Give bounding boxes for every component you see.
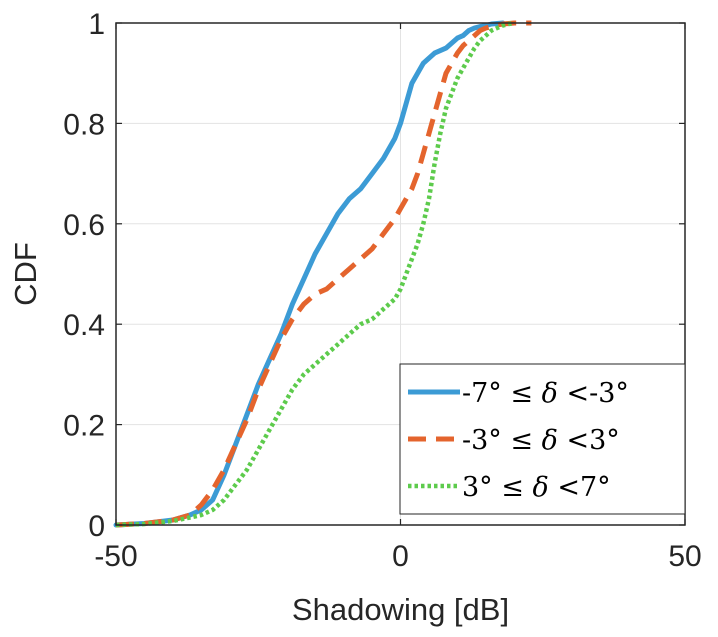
legend-label-2-sym: δ	[542, 425, 558, 456]
series-line-3	[115, 20, 515, 528]
legend-label-1-sym: δ	[542, 378, 558, 409]
series-line-2	[115, 20, 532, 528]
legend-label-3-op: <	[557, 472, 580, 503]
legend-label-1-op: <	[566, 378, 589, 409]
y-tick-label: 0.4	[63, 309, 105, 342]
legend: -7° ≤ δ <-3°-3° ≤ δ <3°3° ≤ δ <7°	[399, 363, 686, 515]
legend-label-1-rel: ≤	[510, 378, 533, 409]
legend-label-2-op: <	[566, 425, 589, 456]
legend-label-1-a: -7°	[462, 378, 502, 409]
legend-label-2-a: -3°	[462, 425, 502, 456]
legend-items: -7° ≤ δ <-3°-3° ≤ δ <3°3° ≤ δ <7°	[408, 378, 629, 503]
legend-label-1: -7° ≤ δ <-3°	[462, 378, 629, 409]
x-tick-label: 50	[668, 540, 701, 573]
legend-label-3-rel: ≤	[501, 472, 524, 503]
legend-label-2: -3° ≤ δ <3°	[462, 425, 620, 456]
y-axis-label: CDF	[8, 242, 43, 306]
y-tick-label: 0	[88, 510, 105, 543]
legend-label-2-rel: ≤	[510, 425, 533, 456]
legend-label-3-a: 3°	[462, 472, 493, 503]
x-tick-label: 0	[392, 540, 409, 573]
x-tick-label: -50	[94, 540, 137, 573]
legend-label-1-b: -3°	[589, 378, 629, 409]
legend-label-3-sym: δ	[533, 472, 549, 503]
y-tick-label: 1	[88, 8, 105, 41]
y-tick-label: 0.6	[63, 209, 105, 242]
y-tick-label: 0.2	[63, 410, 105, 443]
series-layer	[113, 20, 532, 528]
y-tick-label: 0.8	[63, 108, 105, 141]
x-axis-label: Shadowing [dB]	[292, 592, 509, 627]
legend-label-3: 3° ≤ δ <7°	[462, 472, 611, 503]
legend-label-3-b: 7°	[580, 472, 611, 503]
legend-label-2-b: 3°	[589, 425, 620, 456]
